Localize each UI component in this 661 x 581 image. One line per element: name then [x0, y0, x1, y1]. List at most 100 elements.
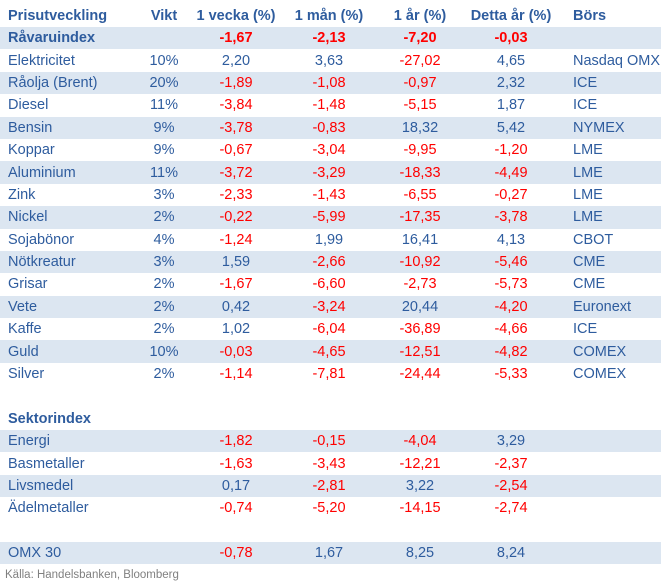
value-cell: -24,44	[399, 366, 441, 383]
value-cell: 1,02	[221, 321, 251, 338]
value-cell: -1,89	[190, 71, 282, 95]
vikt-cell: 2%	[138, 206, 190, 229]
spacer-row	[0, 519, 661, 542]
vikt-cell	[138, 408, 190, 430]
value-cell	[376, 408, 464, 430]
table-row: Grisar 2% -1,67 -6,60 -2,73 -5,73 CME	[0, 273, 661, 295]
value-cell: 16,41	[401, 231, 439, 248]
value-cell: -2,13	[282, 27, 376, 50]
table-row: Diesel 11% -3,84 -1,48 -5,15 1,87 ICE	[0, 94, 661, 116]
table-row: Nickel 2% -0,22 -5,99 -17,35 -3,78 LME	[0, 206, 661, 229]
value-cell: -5,15	[403, 97, 437, 114]
value-cell: -5,33	[494, 366, 528, 383]
value-cell: -0,27	[494, 186, 528, 203]
value-cell: -2,37	[494, 455, 528, 472]
value-cell: -1,82	[190, 430, 282, 453]
spacer-cell	[0, 385, 661, 408]
vikt-cell: 2%	[153, 321, 175, 338]
table-row: Basmetaller -1,63 -3,43 -12,21 -2,37	[0, 452, 661, 474]
vikt-cell: 9%	[138, 116, 190, 139]
value-cell: 2,32	[464, 71, 558, 95]
spacer-row	[0, 385, 661, 408]
bors-cell: ICE	[573, 321, 598, 338]
value-cell: 8,24	[464, 541, 558, 565]
vikt-cell	[138, 541, 190, 565]
table-row: Sektorindex	[0, 408, 661, 430]
table-row: Bensin 9% -3,78 -0,83 18,32 5,42 NYMEX	[0, 116, 661, 139]
value-cell: -0,74	[219, 500, 253, 517]
bors-cell: CME	[573, 276, 606, 293]
row-label-cell: Aluminium	[0, 161, 138, 184]
value-cell: -12,21	[399, 455, 441, 472]
value-cell: 1,67	[282, 541, 376, 565]
value-cell: -2,66	[282, 250, 376, 274]
vikt-cell: 10%	[149, 52, 179, 69]
value-cell: -2,33	[219, 186, 253, 203]
value-cell: -3,24	[282, 295, 376, 319]
value-cell: 3,29	[464, 430, 558, 453]
bors-cell: CBOT	[573, 231, 614, 248]
vikt-cell	[138, 497, 190, 519]
price-development-table: Prisutveckling Vikt 1 vecka (%) 1 mån (%) 1 …	[0, 0, 661, 565]
value-cell: 2,20	[221, 52, 251, 69]
value-cell: 0,17	[190, 474, 282, 498]
row-label-cell: Kaffe	[8, 321, 42, 338]
value-cell: -10,92	[376, 250, 464, 274]
value-cell: -0,03	[190, 340, 282, 363]
value-cell: -4,04	[376, 430, 464, 453]
vikt-cell: 3%	[138, 250, 190, 274]
column-header-vikt: Vikt	[138, 0, 190, 27]
vikt-cell: 10%	[138, 340, 190, 363]
value-cell: -7,81	[312, 366, 346, 383]
row-label-cell: Guld	[0, 340, 138, 363]
value-cell: -7,20	[376, 27, 464, 50]
bors-cell: NYMEX	[558, 116, 661, 139]
column-header-detta-ar: Detta år (%)	[464, 0, 558, 27]
vikt-cell	[138, 430, 190, 453]
value-cell: 1,87	[496, 97, 526, 114]
table-body: Råvaruindex -1,67 -2,13 -7,20 -0,03 Elektrici…	[0, 27, 661, 565]
value-cell: 8,25	[376, 541, 464, 565]
value-cell: -9,95	[403, 142, 437, 159]
value-cell: -1,63	[219, 455, 253, 472]
table-row: Ädelmetaller -0,74 -5,20 -14,15 -2,74	[0, 497, 661, 519]
bors-cell: LME	[573, 142, 603, 159]
row-label-cell: Nickel	[0, 206, 138, 229]
bors-cell	[558, 27, 661, 50]
table-row: Silver 2% -1,14 -7,81 -24,44 -5,33 COMEX	[0, 363, 661, 385]
table-row: Råvaruindex -1,67 -2,13 -7,20 -0,03	[0, 27, 661, 50]
row-label-cell: Råvaruindex	[0, 27, 138, 50]
bors-cell	[558, 474, 661, 498]
value-cell: 1,99	[314, 231, 344, 248]
header-row: Prisutveckling Vikt 1 vecka (%) 1 mån (%) 1 …	[0, 0, 661, 27]
bors-cell: Euronext	[558, 295, 661, 319]
row-label-cell: Elektricitet	[8, 52, 75, 69]
value-cell: 20,44	[376, 295, 464, 319]
value-cell: -4,82	[464, 340, 558, 363]
vikt-cell: 4%	[153, 231, 175, 248]
bors-cell	[558, 452, 661, 474]
value-cell: -0,78	[190, 541, 282, 565]
value-cell: 18,32	[376, 116, 464, 139]
bors-cell	[558, 541, 661, 565]
value-cell	[282, 408, 376, 430]
value-cell: -4,66	[494, 321, 528, 338]
bors-cell: ICE	[558, 71, 661, 95]
value-cell: -6,60	[312, 276, 346, 293]
value-cell: -0,03	[464, 27, 558, 50]
table-row: Livsmedel 0,17 -2,81 3,22 -2,54	[0, 474, 661, 498]
value-cell: -3,72	[190, 161, 282, 184]
column-header-1-vecka: 1 vecka (%)	[190, 0, 282, 27]
value-cell	[190, 408, 282, 430]
table-row: Kaffe 2% 1,02 -6,04 -36,89 -4,66 ICE	[0, 318, 661, 340]
table-row: Aluminium 11% -3,72 -3,29 -18,33 -4,49 LME	[0, 161, 661, 184]
value-cell: 1,59	[190, 250, 282, 274]
row-label-cell: Zink	[8, 186, 36, 203]
bors-cell: COMEX	[573, 366, 627, 383]
row-label-cell: Diesel	[8, 97, 49, 114]
value-cell: -4,49	[464, 161, 558, 184]
row-label-cell: OMX 30	[0, 541, 138, 565]
bors-cell: LME	[558, 161, 661, 184]
value-cell: -2,73	[403, 276, 437, 293]
value-cell: -4,20	[464, 295, 558, 319]
